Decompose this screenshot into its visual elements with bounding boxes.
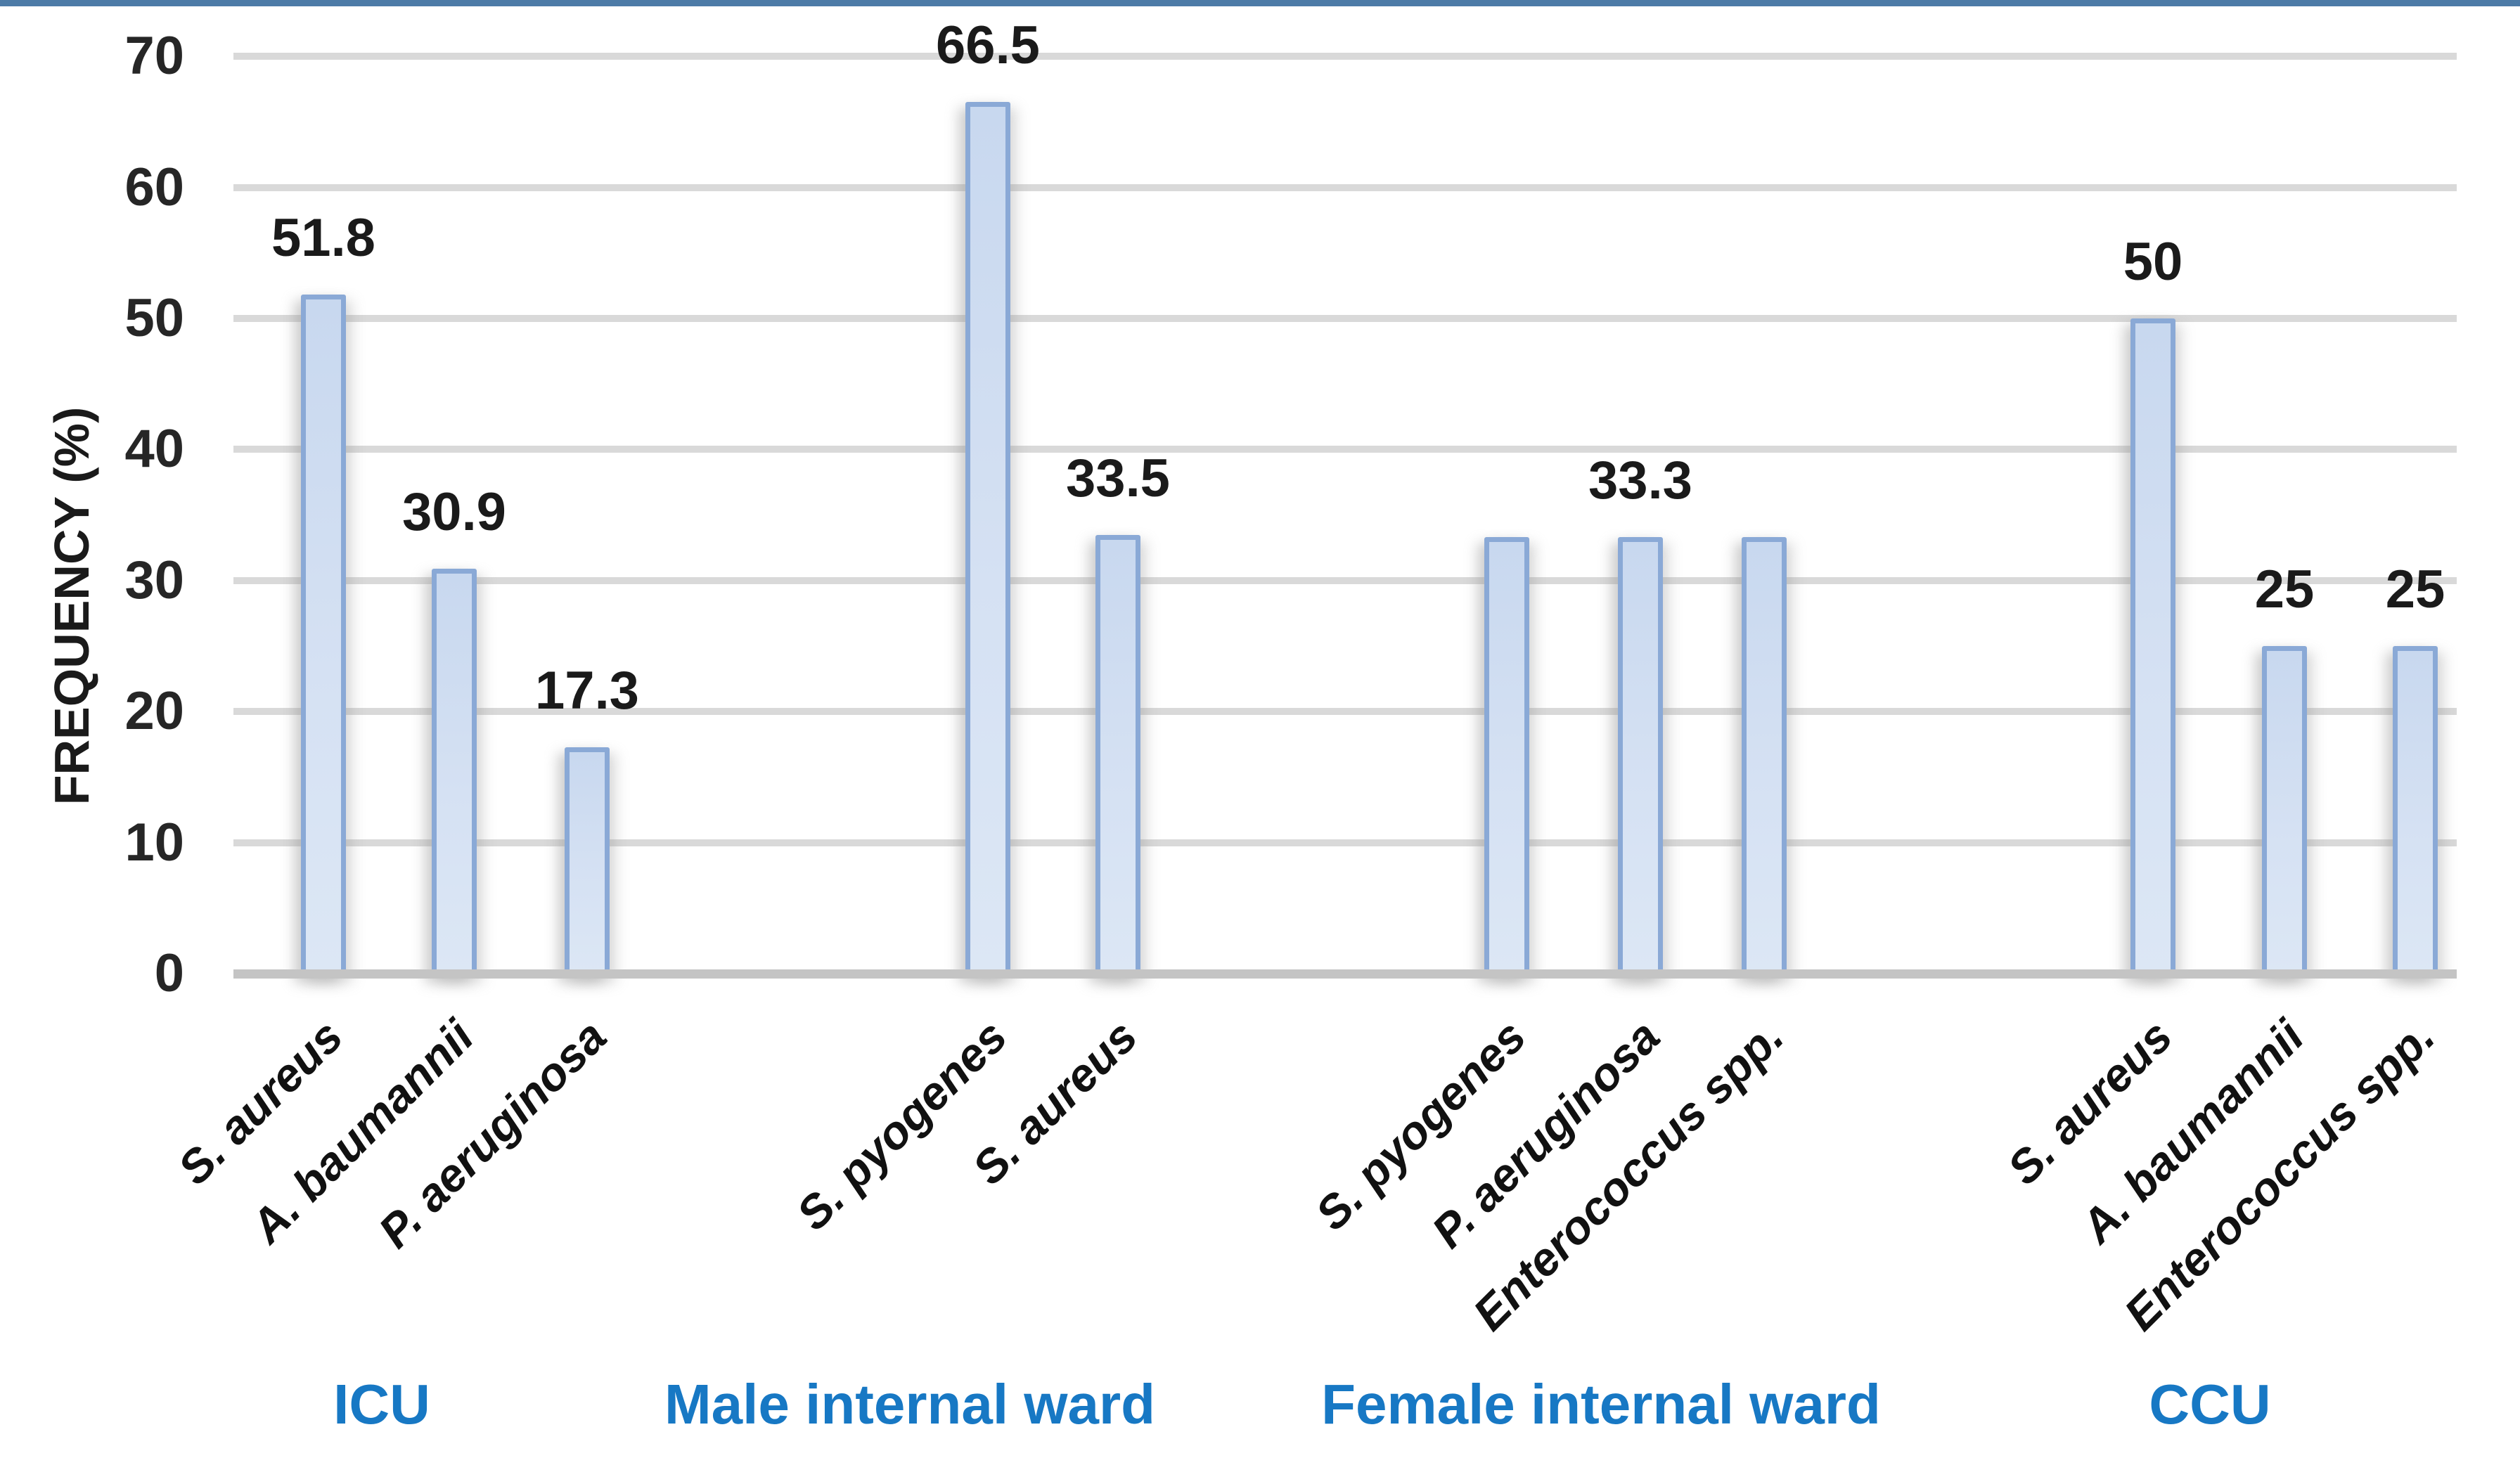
y-tick-label: 10 bbox=[124, 812, 184, 872]
bar bbox=[565, 747, 610, 978]
bar-data-label: 51.8 bbox=[271, 208, 375, 269]
y-gridline bbox=[233, 53, 2457, 60]
bar-data-label: 33.5 bbox=[1066, 448, 1170, 508]
bar-data-label: 66.5 bbox=[936, 15, 1040, 76]
ward-group-label: ICU bbox=[333, 1373, 430, 1435]
bar bbox=[432, 569, 477, 978]
ward-group-label: Female internal ward bbox=[1321, 1373, 1881, 1435]
bar bbox=[301, 295, 346, 978]
y-gridline bbox=[233, 446, 2457, 453]
bar bbox=[1484, 537, 1529, 978]
bar-data-label: 33.3 bbox=[1588, 451, 1692, 511]
y-gridline bbox=[233, 315, 2457, 322]
y-tick-label: 0 bbox=[154, 943, 184, 1003]
y-gridline bbox=[233, 708, 2457, 716]
y-tick-label: 40 bbox=[124, 419, 184, 479]
y-gridline bbox=[233, 839, 2457, 846]
bar-data-label: 25 bbox=[2254, 560, 2315, 619]
x-axis-line bbox=[233, 969, 2457, 979]
bar-data-label: 25 bbox=[2385, 560, 2445, 619]
chart-frame bbox=[14, 16, 2500, 1459]
bar bbox=[2393, 646, 2438, 978]
bar bbox=[1095, 534, 1140, 978]
y-tick-label: 30 bbox=[124, 550, 184, 610]
ward-group-label: Male internal ward bbox=[664, 1373, 1155, 1435]
bar bbox=[1742, 537, 1787, 978]
bar bbox=[1618, 537, 1663, 978]
y-gridline bbox=[233, 576, 2457, 584]
top-accent-bar bbox=[0, 0, 2520, 6]
y-tick-label: 70 bbox=[124, 26, 184, 86]
bar-data-label: 17.3 bbox=[535, 660, 639, 721]
ward-group-label: CCU bbox=[2149, 1373, 2271, 1435]
bar bbox=[2262, 646, 2307, 978]
y-tick-label: 20 bbox=[124, 681, 184, 742]
bar-data-label: 50 bbox=[2123, 232, 2183, 292]
y-tick-label: 50 bbox=[124, 288, 184, 348]
bar bbox=[2130, 318, 2175, 978]
y-tick-label: 60 bbox=[124, 157, 184, 217]
y-gridline bbox=[233, 183, 2457, 191]
bar-data-label: 30.9 bbox=[402, 482, 506, 543]
bar bbox=[965, 102, 1010, 978]
